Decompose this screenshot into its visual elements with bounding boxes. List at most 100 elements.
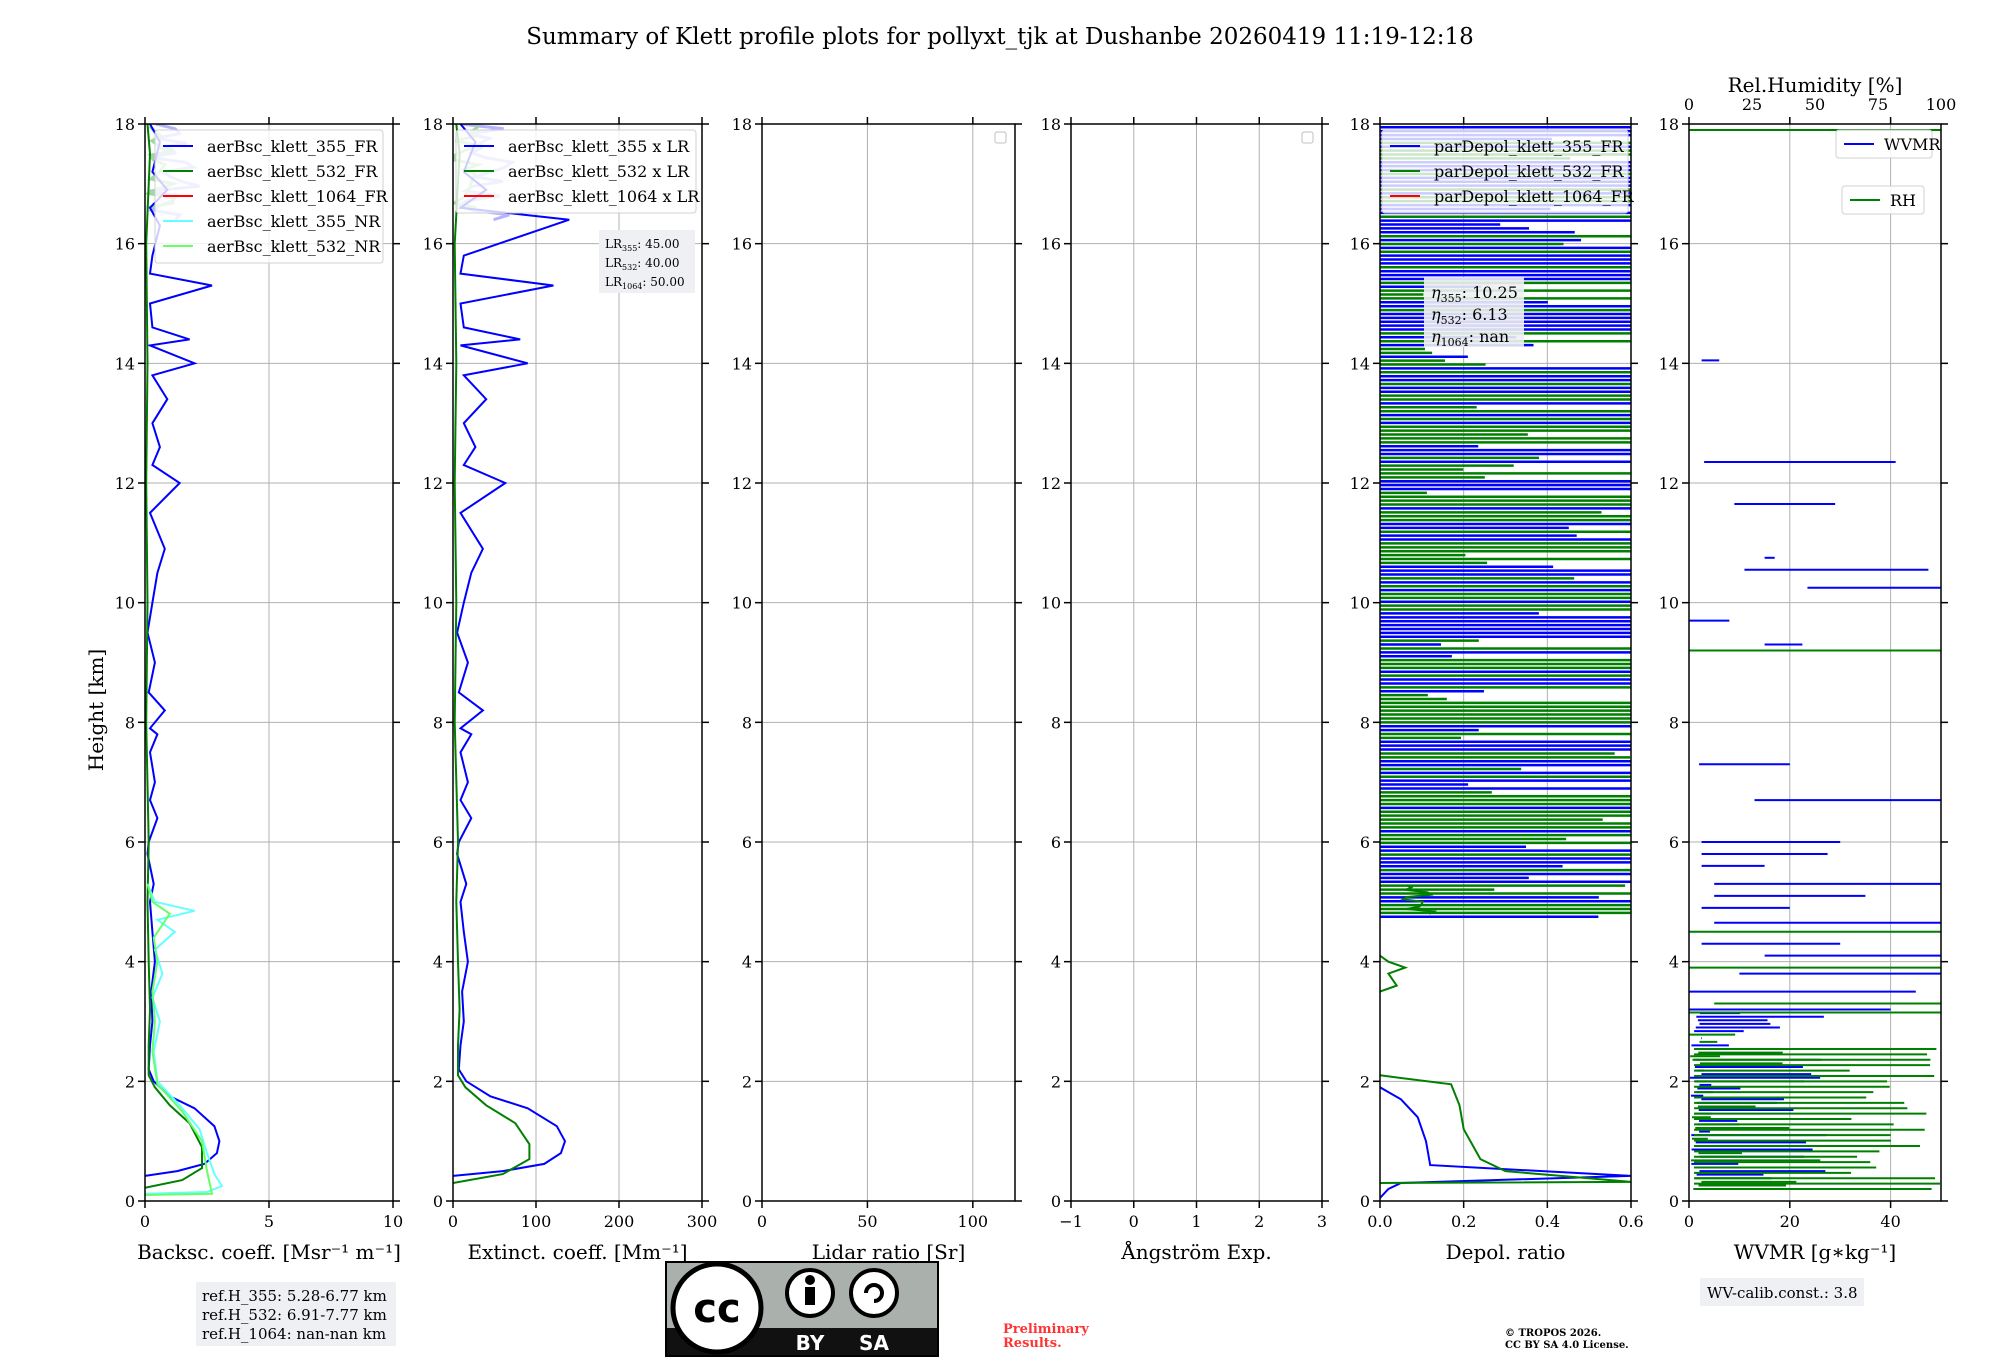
y-tick-label: 16	[732, 235, 752, 254]
legend-label: aerBsc_klett_1064_FR	[207, 187, 389, 206]
eta-value: : nan	[1469, 327, 1510, 346]
x2-tick-label: 75	[1868, 95, 1888, 114]
x-axis-label: Depol. ratio	[1446, 1240, 1566, 1264]
x-tick-label: 100	[958, 1212, 989, 1231]
y-tick-label: 10	[1350, 594, 1370, 613]
empty-legend-box	[994, 131, 1007, 144]
y-tick-label: 4	[1360, 953, 1370, 972]
y-tick-label: 0	[1360, 1192, 1370, 1211]
y-tick-label: 4	[125, 953, 135, 972]
series-line-parDepol_klett_355_FR	[1380, 1086, 1631, 1199]
legend-box	[1381, 129, 1629, 214]
axes-frame	[1070, 123, 1323, 1202]
x-tick-label: 1	[1191, 1212, 1201, 1231]
y-tick-label: 6	[125, 833, 135, 852]
x-tick-label: 0.0	[1367, 1212, 1392, 1231]
ref-height-box: ref.H_355: 5.28-6.77 km ref.H_532: 6.91-…	[196, 1282, 396, 1346]
y-tick-label: 16	[1041, 235, 1061, 254]
y-tick-label: 0	[742, 1192, 752, 1211]
legend-box	[154, 129, 384, 264]
y-tick-label: 0	[1051, 1192, 1061, 1211]
y-tick-label: 8	[1360, 713, 1370, 732]
lr-name: LR	[605, 256, 623, 270]
x-axis-label: WVMR [g∗kg⁻¹]	[1734, 1240, 1896, 1264]
y-tick-label: 0	[433, 1192, 443, 1211]
x-axis-label: Ångström Exp.	[1120, 1239, 1271, 1264]
legend-box	[1841, 185, 1925, 215]
y-tick-label: 18	[1350, 115, 1370, 134]
axes-frame	[144, 123, 394, 1202]
empty-legend-box	[1301, 131, 1314, 144]
panel-ext: 0 100 200 300 0 2 4 6 8 10 12 14 16 18 Extinct. coeff.…	[423, 115, 718, 1264]
panel-lr: 0 50 100 0 2 4 6 8 10 12 14 16 18 Lidar ratio [Sr]	[732, 115, 1022, 1264]
x-tick-label: 100	[521, 1212, 552, 1231]
legend-dep: parDepol_klett_355_FR parDepol_klett_532_…	[1381, 129, 1635, 214]
axes-frame	[1688, 123, 1942, 1202]
lidar-ratio-box-bg	[599, 230, 695, 293]
y-tick-label: 2	[742, 1072, 752, 1091]
y-tick-label: 14	[423, 354, 443, 373]
x-tick-label: 50	[857, 1212, 877, 1231]
y-tick-label: 16	[1659, 235, 1679, 254]
eta-symbol: η	[1431, 305, 1441, 324]
y-tick-label: 12	[1659, 474, 1679, 493]
series-line-aerBsc_klett_355_NR	[145, 883, 224, 1195]
eta-sub: 1064	[1441, 336, 1469, 349]
x-axis-label: Extinct. coeff. [Mm⁻¹]	[467, 1240, 687, 1264]
y-tick-label: 8	[1051, 713, 1061, 732]
preliminary-line2: Results.	[1003, 1336, 1062, 1351]
x-tick-label: 0.4	[1535, 1212, 1560, 1231]
legend-label: aerBsc_klett_355 x LR	[508, 137, 690, 156]
y-tick-label: 10	[1041, 594, 1061, 613]
axes-frame	[1379, 123, 1632, 1202]
figure-title: Summary of Klett profile plots for polly…	[526, 24, 1474, 50]
ref-height-box-bg	[196, 1282, 396, 1346]
y-tick-label: 6	[433, 833, 443, 852]
y-tick-label: 10	[115, 594, 135, 613]
cc-by-sa-badge: cc BY SA	[665, 1261, 939, 1357]
lidar-ratio-entry: LR355: 45.00	[605, 237, 680, 253]
copyright-line1: © TROPOS 2026.	[1505, 1328, 1601, 1339]
y-tick-label: 12	[115, 474, 135, 493]
eta-entry: η1064: nan	[1431, 327, 1509, 349]
series-line-aerBsc_klett_532_FR	[145, 124, 203, 1189]
x-tick-label: 0.2	[1451, 1212, 1476, 1231]
by-icon-body	[805, 1287, 815, 1305]
y-tick-label: 12	[1041, 474, 1061, 493]
sa-icon-arrow	[864, 1283, 884, 1303]
eta-entry: η532: 6.13	[1431, 305, 1508, 327]
legend-box	[455, 129, 697, 214]
y-tick-label: 2	[1360, 1072, 1370, 1091]
lr-value: : 50.00	[642, 275, 684, 289]
y-tick-label: 6	[1051, 833, 1061, 852]
y-tick-label: 0	[125, 1192, 135, 1211]
y-axis-label: Height [km]	[84, 649, 108, 771]
legend-label: aerBsc_klett_1064 x LR	[508, 187, 700, 206]
y-tick-label: 8	[1669, 713, 1679, 732]
legend-ext: aerBsc_klett_355 x LR aerBsc_klett_532 x …	[455, 129, 700, 214]
preliminary-line1: Preliminary	[1003, 1322, 1089, 1337]
y-tick-label: 4	[1669, 953, 1679, 972]
eta-sub: 532	[1441, 314, 1462, 327]
y-tick-label: 14	[732, 354, 752, 373]
y-tick-label: 18	[1041, 115, 1061, 134]
eta-value: : 10.25	[1462, 283, 1518, 302]
series-line-aerBsc_klett_355 x LR	[453, 124, 570, 1177]
lr-name: LR	[605, 237, 623, 251]
cc-icon-text: cc	[693, 1286, 740, 1332]
x-tick-label: 5	[264, 1212, 274, 1231]
legend-label: aerBsc_klett_355_NR	[207, 212, 381, 231]
x-tick-label: 10	[383, 1212, 403, 1231]
y-tick-label: 0	[1669, 1192, 1679, 1211]
legend-label: parDepol_klett_532_FR	[1434, 162, 1625, 181]
y-tick-label: 8	[125, 713, 135, 732]
x-tick-label: 0	[757, 1212, 767, 1231]
legend-label: aerBsc_klett_532_NR	[207, 237, 381, 256]
series-line-parDepol_klett_532_FR	[1380, 1074, 1631, 1184]
x-tick-label: 0	[140, 1212, 150, 1231]
legend-bsc: aerBsc_klett_355_FR aerBsc_klett_532_FRae…	[154, 129, 389, 264]
